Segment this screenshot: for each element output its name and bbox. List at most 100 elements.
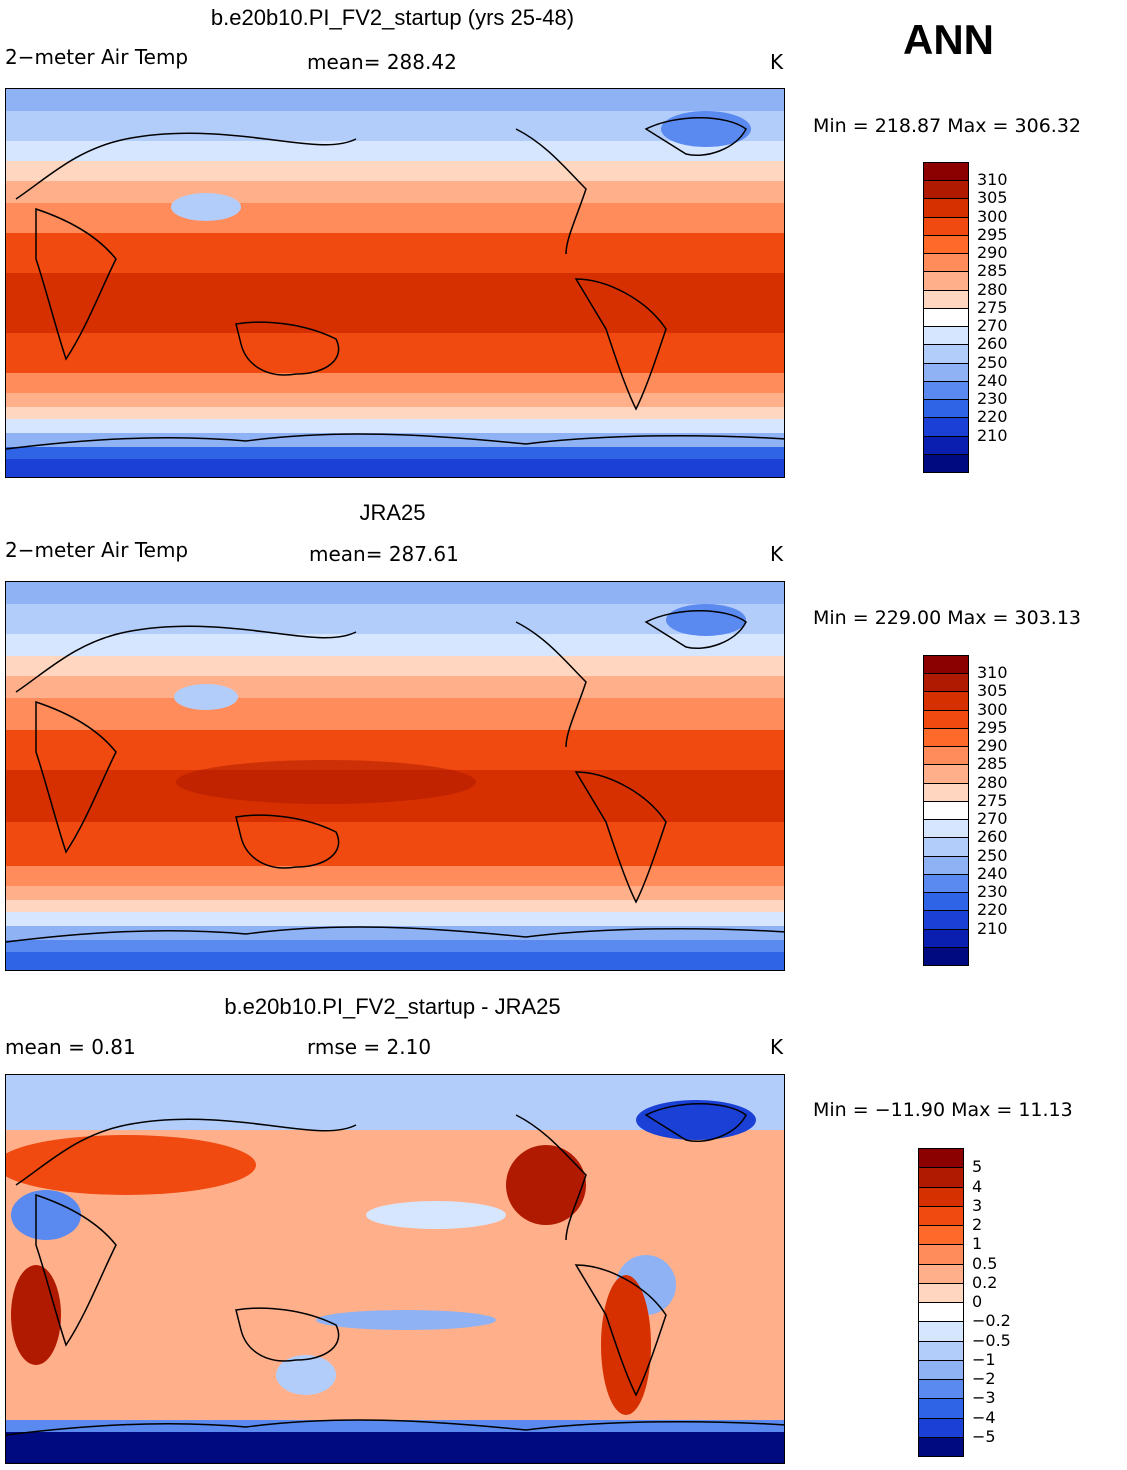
panel1-units: K: [770, 50, 784, 74]
panel3-colorbar-box: [918, 1417, 964, 1438]
p1-band-50n: [6, 141, 784, 161]
p1-band-38n: [6, 181, 784, 203]
panel2-mean-label: mean= 287.61: [309, 542, 459, 566]
panel3-colorbar-label: 0: [972, 1292, 983, 1311]
panel2-colorbar-label: 310: [977, 663, 1008, 683]
panel3-colorbar-label: −5: [972, 1426, 996, 1446]
panel1-colorbar-label: 295: [977, 224, 1008, 244]
panel3-mean-label: mean = 0.81: [5, 1035, 136, 1059]
panel1-colorbar-label: 220: [977, 407, 1008, 427]
p2-band-50n: [6, 634, 784, 656]
panel3-map-svg: [6, 1075, 784, 1463]
panel2-colorbar-box: [923, 855, 969, 875]
panel2-colorbar-box: [923, 800, 969, 821]
panel1-colorbar-box: [923, 380, 969, 401]
p2-coastlines: [6, 610, 784, 943]
p2-band-30n: [6, 698, 784, 730]
panel2-colorbar-box: [923, 764, 969, 784]
p3-band-65s: [6, 1420, 784, 1432]
p1-band-70s: [6, 447, 784, 459]
panel3-colorbar-box: [918, 1225, 964, 1246]
panel3-colorbar-box: [918, 1167, 964, 1188]
p2-warm-pool: [176, 760, 476, 804]
panel2-colorbar: 310 305 300 295 290 285 280 275 270 260 250 240 230 2…: [923, 655, 1008, 966]
p3-antarctica-cold: [6, 1432, 784, 1463]
panel2-colorbar-label: 305: [977, 681, 1008, 701]
p2-tibet-cold: [174, 684, 238, 710]
p1-band-antarctica: [6, 459, 784, 477]
panel1-colorbar-box: [923, 344, 969, 364]
panel2-map: [5, 581, 785, 971]
p3-npacific-cool: [366, 1201, 506, 1229]
panel3-units: K: [770, 1035, 784, 1059]
p1-band-equator: [6, 273, 784, 333]
panel3-colorbar-label: 0.5: [972, 1253, 998, 1273]
panel1-colorbar-box: [923, 234, 969, 255]
panel2-colorbar-box: [923, 819, 969, 839]
panel1-colorbar-label: 285: [977, 261, 1008, 281]
panel1-colorbar-label: 230: [977, 389, 1008, 409]
p3-spacific-cool: [316, 1310, 496, 1330]
panel3-colorbar-label: −1: [972, 1349, 996, 1369]
p2-band-antarctica: [6, 952, 784, 970]
p1-tibet-cold: [171, 193, 241, 221]
p1-band-45n: [6, 161, 784, 181]
panel2-colorbar-box: [923, 709, 969, 729]
panel3-colorbar-box: [918, 1205, 964, 1226]
panel3-colorbar-label: −0.2: [972, 1311, 1011, 1331]
panel3-colorbar: 5 4 3 2 1 0.5 0.2 0 −0.2 −0.5 −1 −2 −3 −4 −5: [918, 1148, 1011, 1457]
panel3-colorbar-box: [918, 1321, 964, 1342]
p3-eurasia-warm: [6, 1135, 256, 1195]
panel2-colorbar-box: [923, 873, 969, 894]
panel2-colorbar-label: 220: [977, 900, 1008, 920]
panel3-colorbar-box: [918, 1436, 964, 1457]
panel1-map: [5, 88, 785, 478]
panel3-colorbar-box: [918, 1302, 964, 1323]
panel2-units: K: [770, 542, 784, 566]
panel3-colorbar-label: 0.2: [972, 1272, 998, 1292]
panel3-map: [5, 1074, 785, 1464]
p2-band-48s: [6, 900, 784, 912]
p2-band-20s: [6, 822, 784, 866]
panel1-colorbar-box: [923, 216, 969, 236]
panel1-colorbar-label: 275: [977, 297, 1008, 317]
panel1-colorbar-box: [923, 453, 969, 473]
panel1-colorbar-box: [923, 271, 969, 291]
panel3-colorbar-label: 4: [972, 1176, 983, 1196]
p1-band-42s: [6, 393, 784, 407]
p1-band-20n: [6, 233, 784, 273]
panel1-colorbar-box: [923, 326, 969, 346]
panel3-colorbar-box: [918, 1186, 964, 1207]
p3-andes-warm: [601, 1275, 651, 1415]
panel2-variable-label: 2−meter Air Temp: [5, 538, 189, 562]
panel3-colorbar-label: −4: [972, 1407, 996, 1427]
panel2-colorbar-label: 260: [977, 827, 1008, 847]
panel2-colorbar-label: 275: [977, 790, 1008, 810]
p1-band-20s: [6, 333, 784, 373]
p1-band-35s: [6, 373, 784, 393]
panel1-colorbar-box: [923, 289, 969, 309]
panel1-map-svg: [6, 89, 784, 477]
panel2-title: JRA25: [359, 500, 426, 525]
panel1-colorbar-box: [923, 253, 969, 273]
p3-africa-warm: [11, 1265, 61, 1365]
panel3-minmax: Min = −11.90 Max = 11.13: [813, 1099, 1073, 1121]
panel1-colorbar-label: 250: [977, 352, 1008, 372]
panel2-colorbar-label: 240: [977, 863, 1008, 883]
panel1-colorbar-box: [923, 399, 969, 419]
p1-greenland-cold: [661, 111, 751, 147]
panel1-colorbar-label: 260: [977, 334, 1008, 354]
p2-band-45n: [6, 656, 784, 676]
panel3-colorbar-label: 3: [972, 1195, 983, 1215]
panel2-colorbar-box: [923, 837, 969, 857]
p2-band-42s: [6, 886, 784, 900]
panel2-colorbar-label: 300: [977, 699, 1008, 719]
p1-band-48s: [6, 407, 784, 419]
panel2-colorbar-label: 230: [977, 882, 1008, 902]
panel2-colorbar-box: [923, 691, 969, 711]
panel3-rmse-label: rmse = 2.10: [307, 1035, 432, 1059]
panel2-colorbar-box: [923, 782, 969, 802]
panel1-colorbar-box: [923, 162, 969, 182]
p3-namerica-warm: [506, 1145, 586, 1225]
panel1-colorbar-box: [923, 362, 969, 382]
